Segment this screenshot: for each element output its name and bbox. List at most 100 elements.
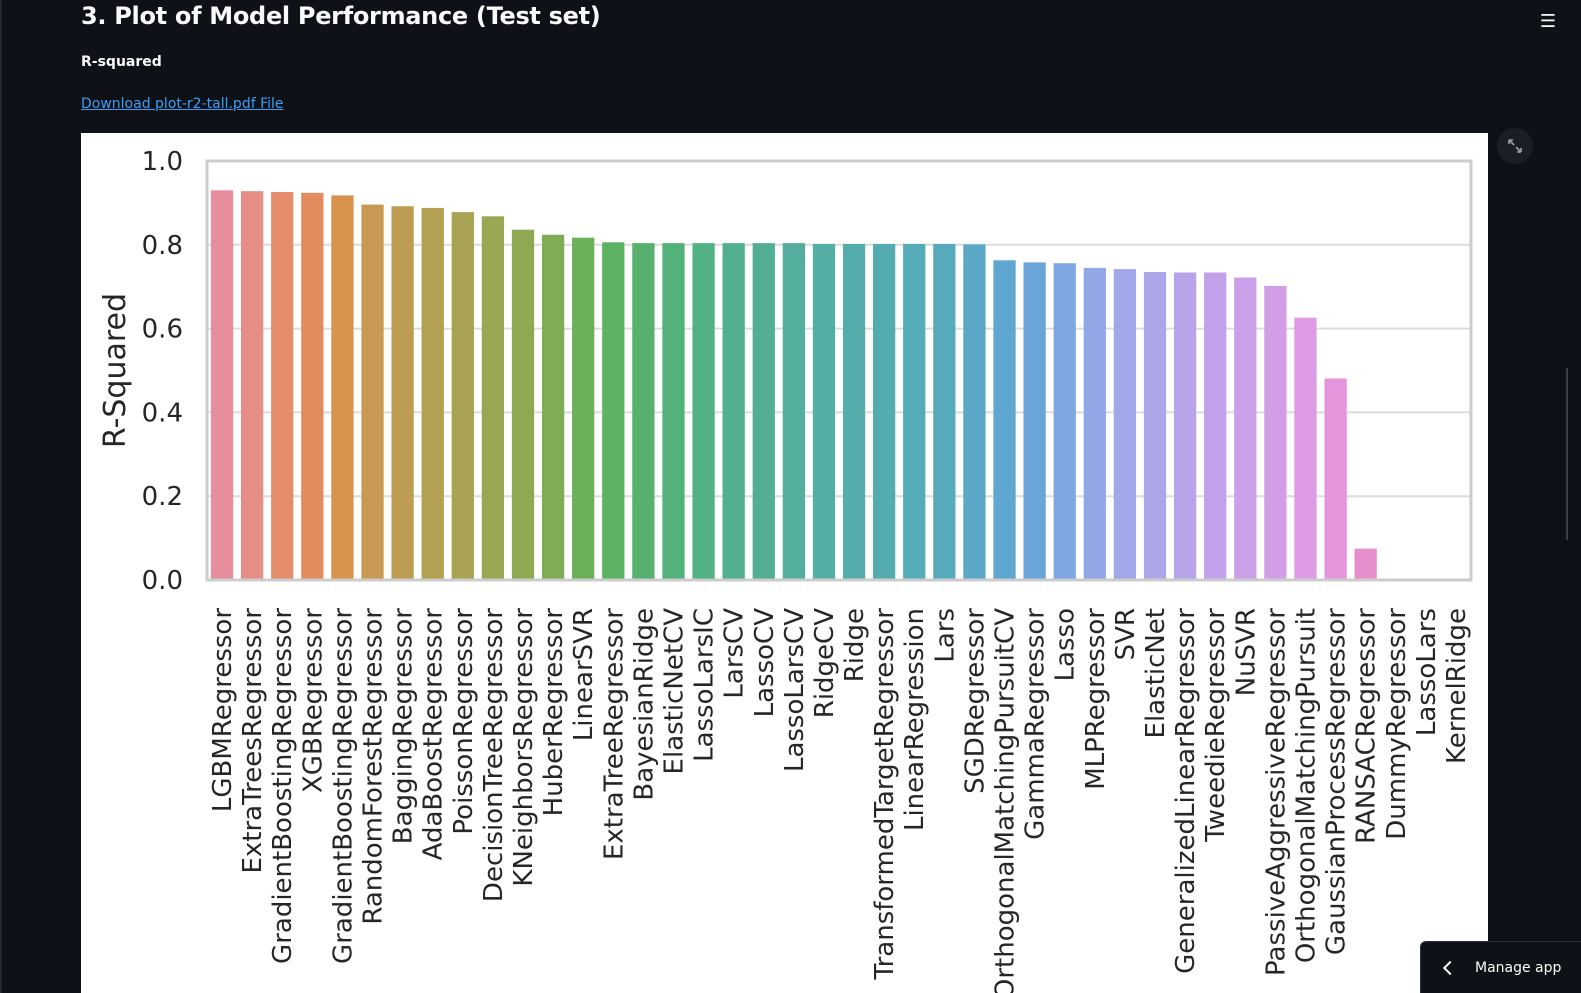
- bar: [572, 237, 595, 580]
- bar: [1234, 277, 1257, 580]
- bar: [301, 192, 324, 580]
- y-tick-label: 0.2: [142, 482, 183, 512]
- bar: [1354, 548, 1377, 580]
- x-tick-label: GammaRegressor: [1021, 608, 1051, 840]
- bar: [1204, 272, 1227, 580]
- bar: [842, 243, 866, 580]
- x-tick-label: LassoLarsCV: [780, 608, 810, 772]
- bar: [692, 243, 715, 580]
- x-tick-label: GaussianProcessRegressor: [1322, 608, 1352, 955]
- x-tick-label: LinearSVR: [569, 608, 599, 741]
- x-tick-label: KNeighborsRegressor: [509, 608, 539, 887]
- x-tick-label: DummyRegressor: [1382, 608, 1412, 840]
- bar: [1053, 263, 1076, 580]
- bar: [451, 212, 474, 581]
- x-tick-label: ElasticNet: [1141, 608, 1171, 738]
- bar: [873, 243, 896, 580]
- bar: [391, 206, 414, 580]
- bar: [812, 243, 836, 580]
- x-tick-label: LassoLars: [1412, 608, 1442, 736]
- manage-app-button[interactable]: Manage app: [1420, 941, 1581, 993]
- bar: [1083, 267, 1106, 580]
- bar: [421, 207, 444, 580]
- bar: [481, 216, 505, 581]
- x-tick-label: RANSACRegressor: [1352, 608, 1382, 844]
- x-tick-label: GeneralizedLinearRegressor: [1171, 608, 1201, 974]
- bar: [541, 234, 565, 580]
- hamburger-menu-icon: ☰: [1539, 10, 1557, 32]
- y-tick-label: 0.8: [142, 231, 183, 261]
- y-tick-label: 0.6: [142, 315, 183, 345]
- x-tick-label: LinearRegression: [900, 608, 930, 831]
- x-tick-label: LGBMRegressor: [208, 608, 238, 812]
- left-border: [0, 0, 2, 993]
- y-tick-label: 1.0: [142, 147, 183, 177]
- chevron-left-icon: [1442, 960, 1458, 975]
- bar: [271, 192, 294, 581]
- bar: [1264, 285, 1287, 580]
- page-title: 3. Plot of Model Performance (Test set): [81, 2, 601, 30]
- x-tick-label: PoissonRegressor: [449, 608, 479, 835]
- bar: [210, 190, 234, 580]
- main-menu-button[interactable]: ☰: [1535, 8, 1561, 34]
- scrollbar-thumb[interactable]: [1566, 368, 1568, 540]
- chart-container: 0.0 0.2 0.4 0.6 0.8 1.0 LGBMRegressor ExtraTree…: [81, 133, 1488, 993]
- x-tick-label: TransformedTargetRegressor: [870, 608, 900, 981]
- x-tick-label: XGBRegressor: [298, 608, 328, 793]
- fullscreen-button[interactable]: [1497, 128, 1533, 164]
- section-label: R-squared: [81, 54, 162, 70]
- x-tick-label: ExtraTreesRegressor: [238, 608, 268, 874]
- x-tick-label: OrthogonalMatchingPursuit: [1291, 608, 1321, 963]
- x-tick-label: BayesianRidge: [629, 608, 659, 801]
- x-tick-label: DecisionTreeRegressor: [479, 608, 509, 902]
- x-tick-label: SVR: [1111, 608, 1141, 660]
- bar: [903, 243, 926, 580]
- x-tick-label: ExtraTreeRegressor: [599, 608, 629, 860]
- bar: [1113, 269, 1137, 580]
- x-tick-label: MLPRegressor: [1081, 608, 1111, 790]
- download-pdf-link[interactable]: Download plot-r2-tall.pdf File: [81, 96, 284, 112]
- bar: [1143, 272, 1167, 580]
- bar: [752, 243, 775, 580]
- y-tick-label: 0.4: [142, 398, 183, 428]
- y-axis-label: R-Squared: [98, 293, 133, 448]
- x-tick-label: ElasticNetCV: [659, 608, 689, 775]
- bar: [1324, 378, 1347, 580]
- x-tick-label: TweedieRegressor: [1201, 608, 1231, 843]
- bar: [782, 243, 805, 580]
- x-tick-label: LassoCV: [750, 608, 780, 718]
- x-tick-label: HuberRegressor: [539, 608, 569, 817]
- bar: [1173, 272, 1197, 580]
- bar: [511, 229, 535, 580]
- x-tick-label: Ridge: [840, 608, 870, 682]
- bar: [662, 243, 685, 580]
- bar: [963, 244, 986, 581]
- x-tick-label: SGDRegressor: [960, 608, 990, 794]
- x-tick-label: AdaBoostRegressor: [419, 608, 449, 861]
- x-tick-label: Lasso: [1051, 608, 1081, 681]
- x-tick-label: RidgeCV: [810, 608, 840, 718]
- bar: [722, 243, 745, 580]
- x-tick-label: PassiveAggressiveRegressor: [1261, 608, 1291, 976]
- x-tick-label: GradientBoostingRegressor: [268, 608, 298, 964]
- bar: [602, 242, 625, 580]
- bar: [1294, 317, 1317, 580]
- bar: [331, 195, 354, 580]
- x-tick-label: Lars: [930, 608, 960, 663]
- bar: [632, 243, 655, 580]
- bar: [1023, 262, 1046, 580]
- x-tick-label: BaggingRegressor: [389, 608, 419, 844]
- bar: [933, 243, 956, 580]
- y-tick-label: 0.0: [142, 566, 183, 596]
- bar: [241, 191, 264, 580]
- x-tick-label: LarsCV: [720, 608, 750, 699]
- x-tick-label: RandomForestRegressor: [359, 608, 389, 925]
- plot-frame: [205, 159, 1473, 582]
- x-tick-label: KernelRidge: [1442, 608, 1472, 764]
- x-tick-label: NuSVR: [1231, 608, 1261, 696]
- bar: [361, 204, 384, 580]
- x-tick-label: GradientBoostingRegressor: [328, 608, 358, 964]
- bar: [993, 260, 1016, 580]
- manage-app-label: Manage app: [1475, 959, 1562, 976]
